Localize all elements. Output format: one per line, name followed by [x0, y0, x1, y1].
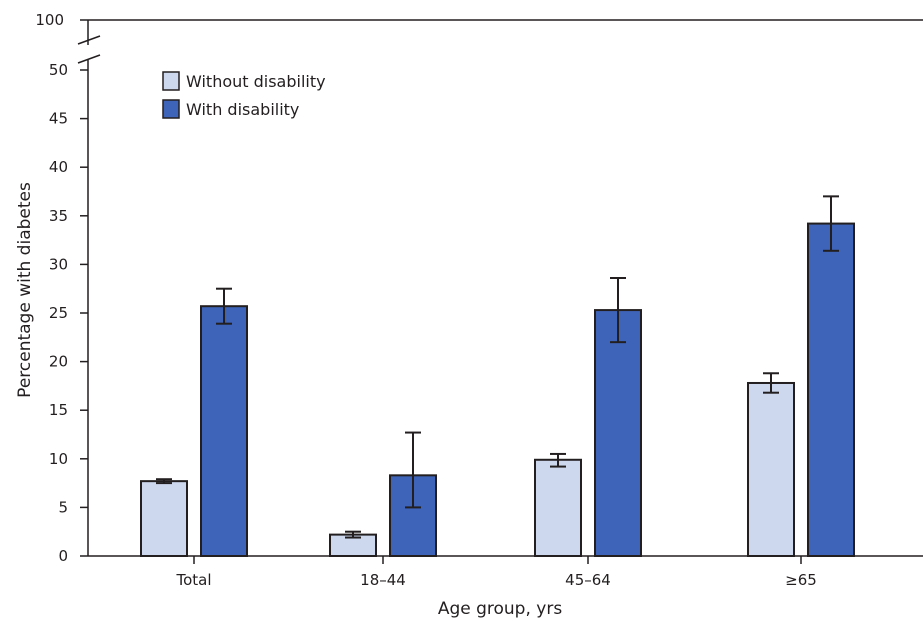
- y-tick-label-45: 45: [49, 110, 68, 128]
- x-tick-label-0: Total: [175, 571, 211, 589]
- error-bar-with-disability-2: [610, 277, 626, 344]
- error-bars: [156, 195, 839, 539]
- y-tick-labels: 0 5 10 15 20 25 30 35 40 45 50: [49, 61, 68, 565]
- y-axis-break-label: 100: [35, 11, 64, 29]
- x-tick-label-3: ≥65: [785, 571, 817, 589]
- y-axis-title: Percentage with diabetes: [15, 182, 35, 398]
- legend-label-with-disability: With disability: [186, 100, 299, 119]
- legend-label-without-disability: Without disability: [186, 72, 326, 91]
- error-bar-without-disability-3: [763, 372, 779, 394]
- y-tick-label-15: 15: [49, 401, 68, 419]
- bar-with-disability-0: [200, 305, 248, 558]
- y-tick-label-35: 35: [49, 207, 68, 225]
- error-bar-with-disability-1: [405, 431, 421, 509]
- y-tick-label-40: 40: [49, 158, 68, 176]
- legend-swatch-with-disability: [162, 99, 180, 119]
- bars: [140, 222, 855, 558]
- axis-break-mark-upper: [77, 35, 101, 45]
- x-tick-label-1: 18–44: [360, 571, 406, 589]
- y-tick-label-0: 0: [58, 547, 68, 565]
- y-tick-label-25: 25: [49, 304, 68, 322]
- y-tick-label-10: 10: [49, 450, 68, 468]
- axis-break-mark-lower: [77, 54, 101, 64]
- x-tick-labels: Total 18–44 45–64 ≥65: [175, 571, 816, 589]
- error-bar-without-disability-1: [345, 530, 361, 539]
- legend: Without disability With disability: [162, 71, 326, 119]
- legend-swatch-without-disability: [162, 71, 180, 91]
- error-bar-without-disability-0: [156, 478, 172, 485]
- y-tick-label-20: 20: [49, 353, 68, 371]
- bar-without-disability-0: [140, 480, 188, 558]
- bar-without-disability-3: [747, 381, 795, 558]
- error-bar-without-disability-2: [550, 452, 566, 468]
- error-bar-with-disability-3: [823, 195, 839, 252]
- y-tick-label-5: 5: [58, 498, 68, 516]
- x-axis-title: Age group, yrs: [438, 599, 563, 619]
- x-tick-label-2: 45–64: [565, 571, 611, 589]
- error-bar-with-disability-0: [216, 287, 232, 325]
- y-tick-label-30: 30: [49, 255, 68, 273]
- bar-without-disability-2: [534, 458, 582, 557]
- bar-with-disability-2: [594, 309, 642, 558]
- y-tick-label-50: 50: [49, 61, 68, 79]
- bar-with-disability-3: [807, 222, 855, 558]
